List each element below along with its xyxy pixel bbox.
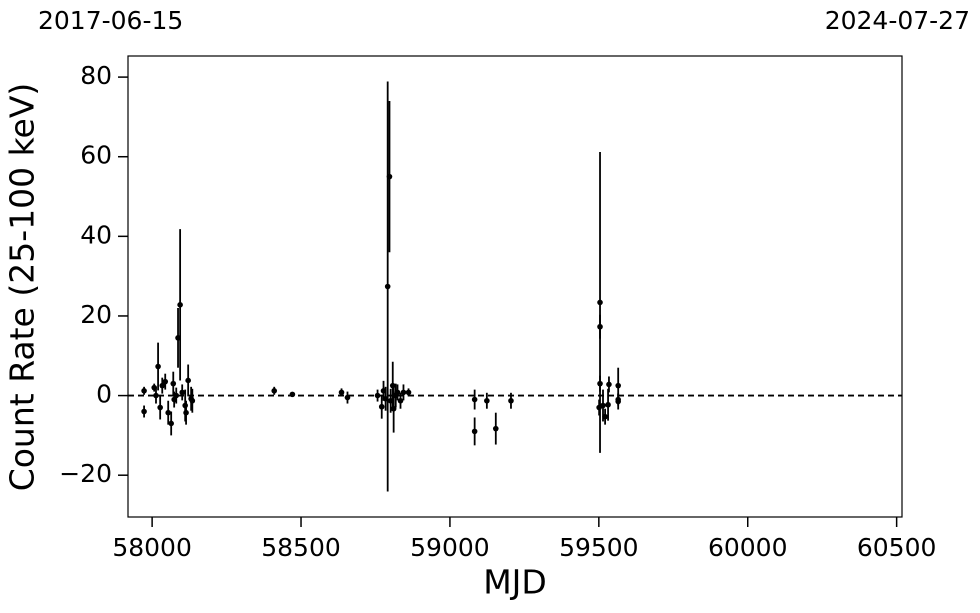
y-axis-label: Count Rate (25-100 keV): [3, 83, 42, 492]
data-point: [597, 380, 603, 387]
data-point: [177, 302, 183, 308]
data-point: [170, 380, 177, 387]
data-point: [141, 408, 147, 415]
data-point: [344, 394, 351, 401]
y-tick-label: 60: [80, 141, 112, 170]
data-point: [405, 389, 412, 396]
data-point: [141, 388, 147, 394]
plot-frame: [127, 55, 903, 518]
x-tick-label: 58000: [112, 533, 192, 562]
x-axis-label: MJD: [483, 563, 547, 602]
start-date: 2017-06-15: [38, 6, 183, 35]
y-tick-label: 0: [96, 380, 112, 409]
y-tick-label: −20: [59, 459, 112, 488]
data-point: [338, 389, 345, 396]
data-point: [606, 381, 612, 388]
data-point: [179, 389, 186, 396]
end-date: 2024-07-27: [825, 6, 970, 35]
data-point: [185, 377, 191, 384]
data-point: [289, 391, 296, 398]
y-tick-label: 40: [80, 220, 112, 249]
data-point: [397, 397, 404, 404]
data-point: [602, 413, 608, 420]
data-point: [173, 392, 180, 399]
data-point: [189, 397, 196, 404]
data-point: [162, 378, 169, 385]
data-point: [615, 396, 621, 403]
x-tick-label: 58500: [261, 533, 341, 562]
data-point: [600, 402, 606, 409]
data-point: [400, 389, 407, 396]
y-tick-label: 20: [80, 300, 112, 329]
data-point: [492, 425, 499, 432]
x-tick-label: 59000: [410, 533, 490, 562]
data-point: [484, 397, 490, 404]
data-point: [165, 409, 172, 416]
data-point: [615, 382, 621, 389]
data-point: [508, 397, 514, 404]
data-point: [378, 403, 385, 410]
data-point: [157, 404, 163, 411]
data-point: [394, 389, 401, 396]
data-point: [605, 401, 611, 408]
y-tick-label: 80: [80, 61, 112, 90]
data-point: [155, 363, 161, 370]
data-point: [471, 428, 478, 435]
data-point: [374, 392, 381, 399]
data-point: [471, 396, 478, 403]
data-point: [597, 323, 603, 330]
data-point: [183, 409, 189, 416]
data-point: [159, 382, 166, 389]
data-point: [384, 283, 391, 290]
data-point: [597, 299, 603, 306]
data-point: [168, 420, 174, 427]
x-tick-label: 60500: [857, 533, 937, 562]
data-point: [271, 388, 278, 394]
data-point: [153, 392, 159, 399]
x-tick-label: 60000: [708, 533, 788, 562]
data-point: [386, 173, 393, 180]
x-tick-label: 59500: [559, 533, 639, 562]
